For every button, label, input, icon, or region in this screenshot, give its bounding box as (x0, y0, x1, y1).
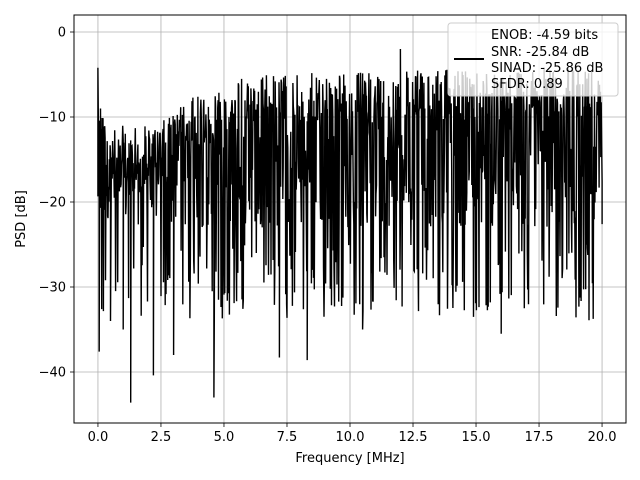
y-tick-label: 0 (58, 26, 66, 41)
x-axis-label: Frequency [MHz] (295, 451, 404, 466)
y-tick-label: −40 (39, 366, 66, 381)
x-tick-label: 0.0 (88, 430, 109, 445)
y-tick-label: −30 (39, 281, 66, 296)
legend-box (447, 22, 619, 97)
y-tick-label: −10 (39, 111, 66, 126)
legend: ENOB: -4.59 bits SNR: -25.84 dB SINAD: -… (447, 22, 619, 97)
x-tick-label: 12.5 (399, 430, 428, 445)
x-tick-label: 5.0 (214, 430, 235, 445)
x-tick-label: 17.5 (525, 430, 554, 445)
legend-line-enob: ENOB: -4.59 bits (491, 28, 598, 43)
x-tick-label: 20.0 (588, 430, 617, 445)
y-tick-label: −20 (39, 196, 66, 211)
legend-line-sfdr: SFDR: 0.89 (491, 77, 563, 92)
x-axis-ticks: 0.0 2.5 5.0 7.5 10.0 12.5 15.0 17.5 20.0 (88, 423, 617, 445)
legend-line-sinad: SINAD: -25.86 dB (491, 61, 603, 76)
x-tick-label: 15.0 (462, 430, 491, 445)
y-axis-label: PSD [dB] (14, 190, 29, 248)
x-tick-label: 2.5 (151, 430, 172, 445)
x-tick-label: 7.5 (277, 430, 298, 445)
legend-line-snr: SNR: -25.84 dB (491, 45, 589, 60)
y-axis-ticks: 0 −10 −20 −30 −40 (39, 26, 74, 381)
x-tick-label: 10.0 (336, 430, 365, 445)
